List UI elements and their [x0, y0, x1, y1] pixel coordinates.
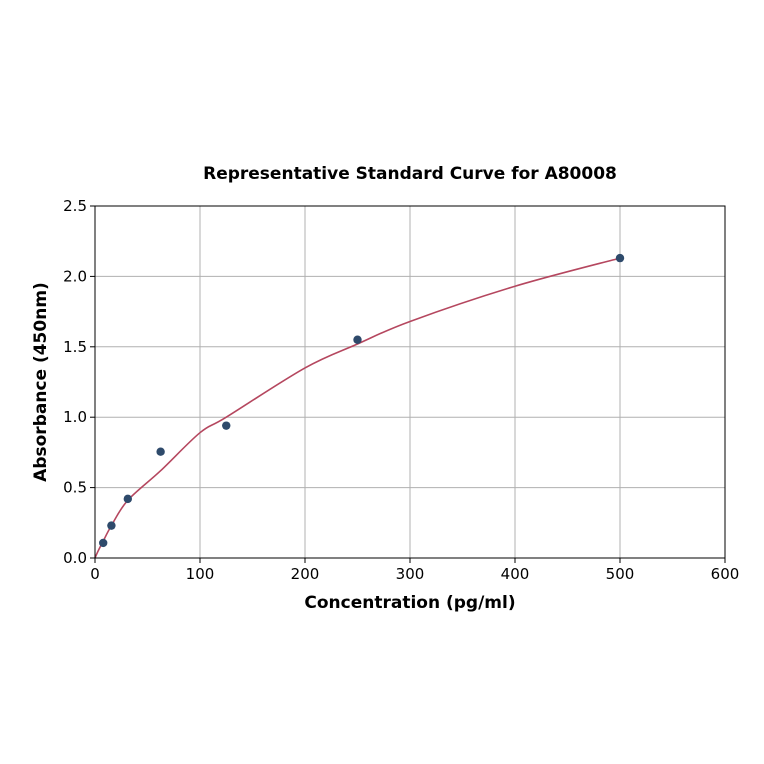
x-tick-label: 100	[186, 565, 215, 583]
x-ticks: 0 100 200 300 400 500 600	[90, 558, 739, 583]
y-tick-label: 2.0	[63, 267, 87, 285]
x-axis-label: Concentration (pg/ml)	[304, 593, 515, 613]
data-point	[353, 335, 362, 344]
y-tick-label: 0.5	[63, 479, 87, 497]
data-point	[107, 521, 116, 530]
data-points	[99, 253, 625, 548]
y-tick-label: 0.0	[63, 549, 87, 567]
y-axis-label: Absorbance (450nm)	[31, 282, 51, 482]
x-tick-label: 600	[711, 565, 740, 583]
y-tick-label: 2.5	[63, 197, 87, 215]
data-point	[123, 494, 133, 504]
fit-curve	[94, 257, 621, 559]
data-point	[222, 421, 231, 430]
x-tick-label: 200	[291, 565, 320, 583]
x-tick-label: 0	[90, 565, 100, 583]
data-point	[156, 447, 165, 456]
grid-lines	[94, 205, 726, 559]
x-tick-label: 300	[396, 565, 425, 583]
chart-title: Representative Standard Curve for A80008	[203, 164, 617, 184]
data-point	[615, 253, 625, 263]
x-tick-label: 500	[606, 565, 635, 583]
y-tick-label: 1.5	[63, 338, 87, 356]
x-tick-label: 400	[501, 565, 530, 583]
y-ticks: 0.0 0.5 1.0 1.5 2.0 2.5	[63, 197, 95, 567]
y-tick-label: 1.0	[63, 408, 87, 426]
data-point	[99, 538, 108, 548]
